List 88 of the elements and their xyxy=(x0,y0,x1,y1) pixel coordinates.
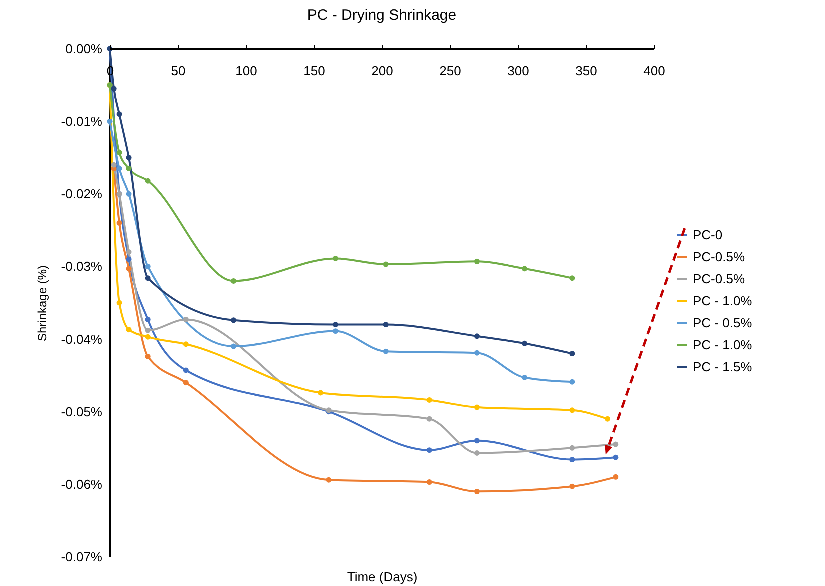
x-tick-label: 250 xyxy=(440,64,462,78)
point xyxy=(183,368,189,374)
point xyxy=(145,334,151,340)
point xyxy=(426,416,432,422)
point xyxy=(116,220,122,226)
point xyxy=(383,348,389,354)
y-tick-label: -0.04% xyxy=(61,332,103,347)
point xyxy=(426,398,432,403)
point xyxy=(126,191,132,197)
y-tick-label: -0.02% xyxy=(61,186,103,202)
point xyxy=(605,416,610,422)
point xyxy=(111,162,117,168)
point xyxy=(570,408,576,414)
point xyxy=(126,249,132,255)
legend-label: PC-0.5% xyxy=(693,250,746,264)
legend-label: PC - 1.0% xyxy=(693,338,753,352)
legend-label: PC - 1.0% xyxy=(693,294,753,308)
point xyxy=(231,278,236,284)
point xyxy=(126,266,132,272)
point xyxy=(426,448,432,454)
point xyxy=(183,316,189,322)
point xyxy=(333,256,338,262)
x-tick-label: 300 xyxy=(508,64,530,78)
legend-label: PC - 1.5% xyxy=(693,360,753,374)
y-tick-label: -0.03% xyxy=(61,259,103,274)
point xyxy=(383,262,389,268)
y-axis-title: Shrinkage (%) xyxy=(35,265,50,342)
x-tick-label: 50 xyxy=(171,64,186,78)
point xyxy=(570,379,576,385)
point xyxy=(126,166,132,172)
point xyxy=(145,328,151,334)
point xyxy=(522,266,528,272)
point xyxy=(126,256,132,262)
point xyxy=(474,350,480,356)
legend-label: PC-0 xyxy=(693,228,723,242)
point xyxy=(474,450,480,456)
point xyxy=(318,390,324,396)
point xyxy=(231,318,236,324)
point xyxy=(613,454,619,460)
y-tick-label: -0.07% xyxy=(61,550,103,564)
x-axis-title: Time (Days) xyxy=(347,570,418,584)
point xyxy=(231,344,236,350)
x-tick-label: 150 xyxy=(304,64,326,78)
point xyxy=(522,340,528,346)
x-tick-label: 400 xyxy=(644,64,666,78)
point xyxy=(111,86,117,92)
point xyxy=(326,477,332,483)
point xyxy=(570,445,576,451)
point xyxy=(522,375,528,380)
legend-label: PC-0.5% xyxy=(693,272,746,286)
point xyxy=(474,258,480,264)
point xyxy=(183,380,189,386)
x-tick-label: 200 xyxy=(372,64,394,78)
point xyxy=(426,480,432,485)
point xyxy=(570,276,576,282)
point xyxy=(474,404,480,410)
point xyxy=(145,276,151,282)
y-tick-label: -0.05% xyxy=(61,404,103,420)
y-tick-label: -0.06% xyxy=(61,476,103,492)
y-tick-label: -0.01% xyxy=(61,114,103,130)
y-tick-label: 0.00% xyxy=(66,42,103,56)
point xyxy=(383,322,389,328)
point xyxy=(107,118,113,124)
point xyxy=(145,354,151,360)
point xyxy=(613,442,619,448)
point xyxy=(333,322,338,328)
point xyxy=(116,112,122,118)
point xyxy=(145,264,151,270)
point xyxy=(145,316,151,322)
point xyxy=(126,327,132,333)
point xyxy=(116,300,122,306)
point xyxy=(570,484,576,490)
point xyxy=(474,334,480,340)
legend-label: PC - 0.5% xyxy=(693,316,753,330)
point xyxy=(333,328,338,334)
point xyxy=(145,178,151,184)
point xyxy=(474,488,480,494)
x-tick-label: 100 xyxy=(236,64,258,78)
point xyxy=(474,438,480,444)
point xyxy=(116,166,122,172)
point xyxy=(116,150,122,156)
point xyxy=(126,155,132,161)
point xyxy=(183,342,189,348)
point xyxy=(613,474,619,480)
chart-title: PC - Drying Shrinkage xyxy=(307,7,457,24)
point xyxy=(570,351,576,357)
x-tick-label: 350 xyxy=(576,64,598,78)
point xyxy=(570,457,576,462)
